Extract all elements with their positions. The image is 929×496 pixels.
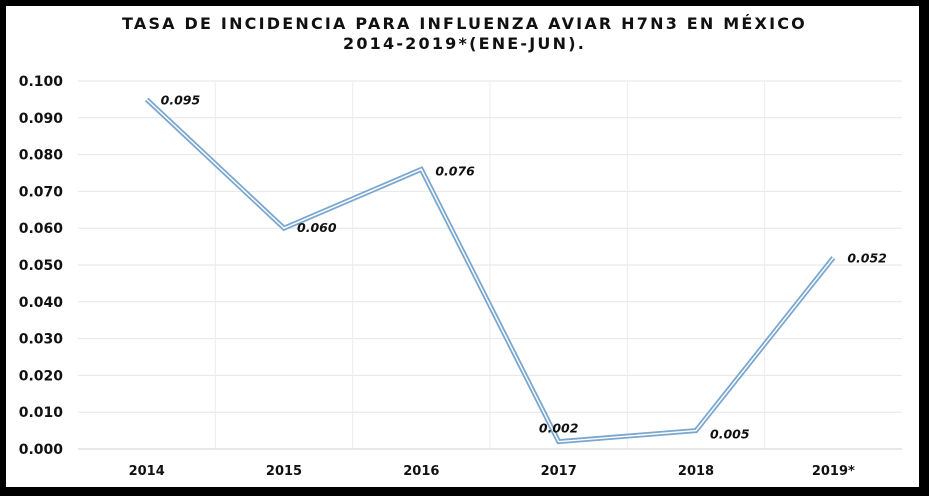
series-line-inner — [146, 98, 834, 443]
x-tick-label: 2018 — [678, 464, 714, 479]
data-label: 0.005 — [710, 427, 750, 442]
y-tick-label: 0.010 — [19, 405, 64, 421]
data-label: 0.060 — [297, 220, 337, 235]
data-label: 0.002 — [539, 421, 579, 436]
y-tick-label: 0.070 — [19, 184, 64, 200]
data-label: 0.076 — [435, 163, 475, 178]
y-tick-label: 0.020 — [19, 368, 64, 384]
data-label: 0.095 — [161, 92, 201, 107]
y-tick-label: 0.030 — [19, 332, 64, 348]
x-tick-label: 2015 — [266, 464, 302, 479]
x-tick-label: 2016 — [403, 464, 439, 479]
x-tick-label: 2017 — [541, 464, 577, 479]
x-tick-label: 2019* — [812, 464, 855, 479]
y-tick-label: 0.040 — [19, 295, 64, 311]
y-tick-label: 0.000 — [19, 442, 64, 458]
y-tick-label: 0.080 — [19, 148, 64, 164]
data-label: 0.052 — [847, 251, 887, 266]
x-tick-label: 2014 — [129, 464, 165, 479]
y-tick-label: 0.100 — [19, 74, 64, 90]
y-tick-label: 0.060 — [19, 221, 64, 237]
y-tick-label: 0.050 — [19, 258, 64, 274]
y-tick-label: 0.090 — [19, 111, 64, 127]
chart-title-line-1: TASA DE INCIDENCIA PARA INFLUENZA AVIAR … — [122, 14, 807, 33]
chart-title: TASA DE INCIDENCIA PARA INFLUENZA AVIAR … — [0, 14, 929, 54]
chart-title-line-2: 2014-2019*(ENE-JUN). — [343, 34, 586, 53]
